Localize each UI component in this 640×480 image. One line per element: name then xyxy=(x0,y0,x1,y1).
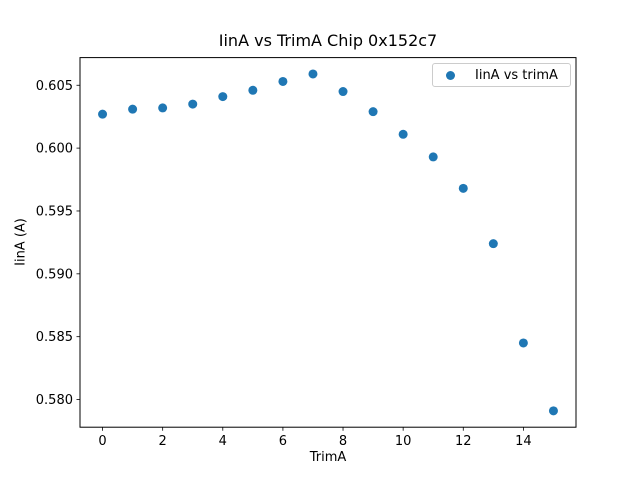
scatter-point xyxy=(458,183,468,193)
y-tick-label: 0.595 xyxy=(36,204,73,219)
y-axis-label: IinA (A) xyxy=(13,218,29,266)
scatter-point xyxy=(158,103,168,113)
y-tick-label: 0.580 xyxy=(36,393,73,408)
scatter-point xyxy=(548,406,558,416)
y-tick-label: 0.590 xyxy=(36,267,73,282)
x-tick-label: 10 xyxy=(395,434,412,449)
x-tick-label: 0 xyxy=(98,434,106,449)
x-tick-label: 14 xyxy=(515,434,532,449)
scatter-point xyxy=(398,129,408,139)
legend-label: IinA vs trimA xyxy=(475,67,558,83)
y-tick-label: 0.585 xyxy=(36,330,73,345)
scatter-point xyxy=(518,338,528,348)
x-tick-label: 2 xyxy=(159,434,167,449)
x-tick-label: 8 xyxy=(339,434,347,449)
scatter-point xyxy=(338,87,348,97)
scatter-point xyxy=(278,76,288,86)
scatter-point xyxy=(128,104,138,114)
scatter-point xyxy=(308,69,318,79)
scatter-point xyxy=(428,152,438,162)
plot-border xyxy=(79,57,577,428)
y-tick-label: 0.600 xyxy=(36,142,73,157)
x-tick-label: 6 xyxy=(279,434,287,449)
legend: IinA vs trimA xyxy=(432,63,571,87)
x-tick-label: 12 xyxy=(455,434,472,449)
scatter-point xyxy=(98,109,108,119)
chart-title: IinA vs TrimA Chip 0x152c7 xyxy=(218,31,438,50)
scatter-point xyxy=(218,92,228,102)
x-tick-label: 4 xyxy=(219,434,227,449)
scatter-point xyxy=(488,239,498,249)
y-tick-label: 0.605 xyxy=(36,79,73,94)
scatter-point xyxy=(188,99,198,109)
scatter-point xyxy=(248,85,258,95)
legend-marker-icon xyxy=(446,70,455,80)
scatter-point xyxy=(368,107,378,117)
x-axis-label: TrimA xyxy=(309,450,347,465)
